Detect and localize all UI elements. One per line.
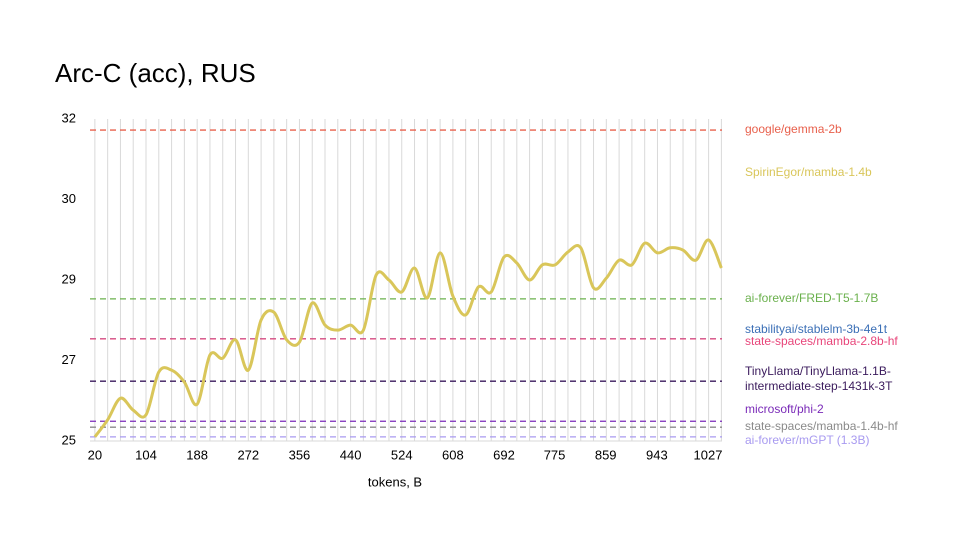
y-tick-label: 29: [62, 271, 76, 286]
x-tick-label: 524: [391, 447, 413, 462]
legend-entry: ai-forever/FRED-T5-1.7B: [745, 291, 879, 305]
y-tick-label: 27: [62, 352, 76, 367]
x-tick-label: 1027: [694, 447, 723, 462]
legend-entry: state-spaces/mamba-2.8b-hf: [745, 334, 898, 348]
x-tick-label: 20: [88, 447, 102, 462]
chart-title: Arc-C (acc), RUS: [55, 58, 256, 88]
x-tick-label: 943: [646, 447, 668, 462]
x-tick-label: 188: [186, 447, 208, 462]
x-tick-label: 692: [493, 447, 515, 462]
legend-entry: ai-forever/mGPT (1.3B): [745, 433, 870, 447]
y-tick-label: 30: [62, 191, 76, 206]
y-tick-label: 32: [62, 110, 76, 125]
legend-entry: state-spaces/mamba-1.4b-hf: [745, 419, 898, 433]
legend-entry: stabilityai/stablelm-3b-4e1t: [745, 322, 888, 336]
x-tick-label: 104: [135, 447, 157, 462]
x-tick-label: 859: [595, 447, 617, 462]
x-tick-label: 440: [340, 447, 362, 462]
legend-entry: SpirinEgor/mamba-1.4b: [745, 165, 872, 179]
legend-entry: google/gemma-2b: [745, 122, 842, 136]
x-tick-label: 608: [442, 447, 464, 462]
series-line: [93, 238, 723, 438]
x-tick-label: 775: [544, 447, 566, 462]
x-tick-label: 272: [237, 447, 259, 462]
y-tick-label: 25: [62, 432, 76, 447]
legend-entry: TinyLlama/TinyLlama-1.1B-intermediate-st…: [745, 364, 893, 393]
legend-entry: microsoft/phi-2: [745, 402, 824, 416]
x-axis-label: tokens, B: [368, 474, 422, 489]
x-tick-label: 356: [289, 447, 311, 462]
